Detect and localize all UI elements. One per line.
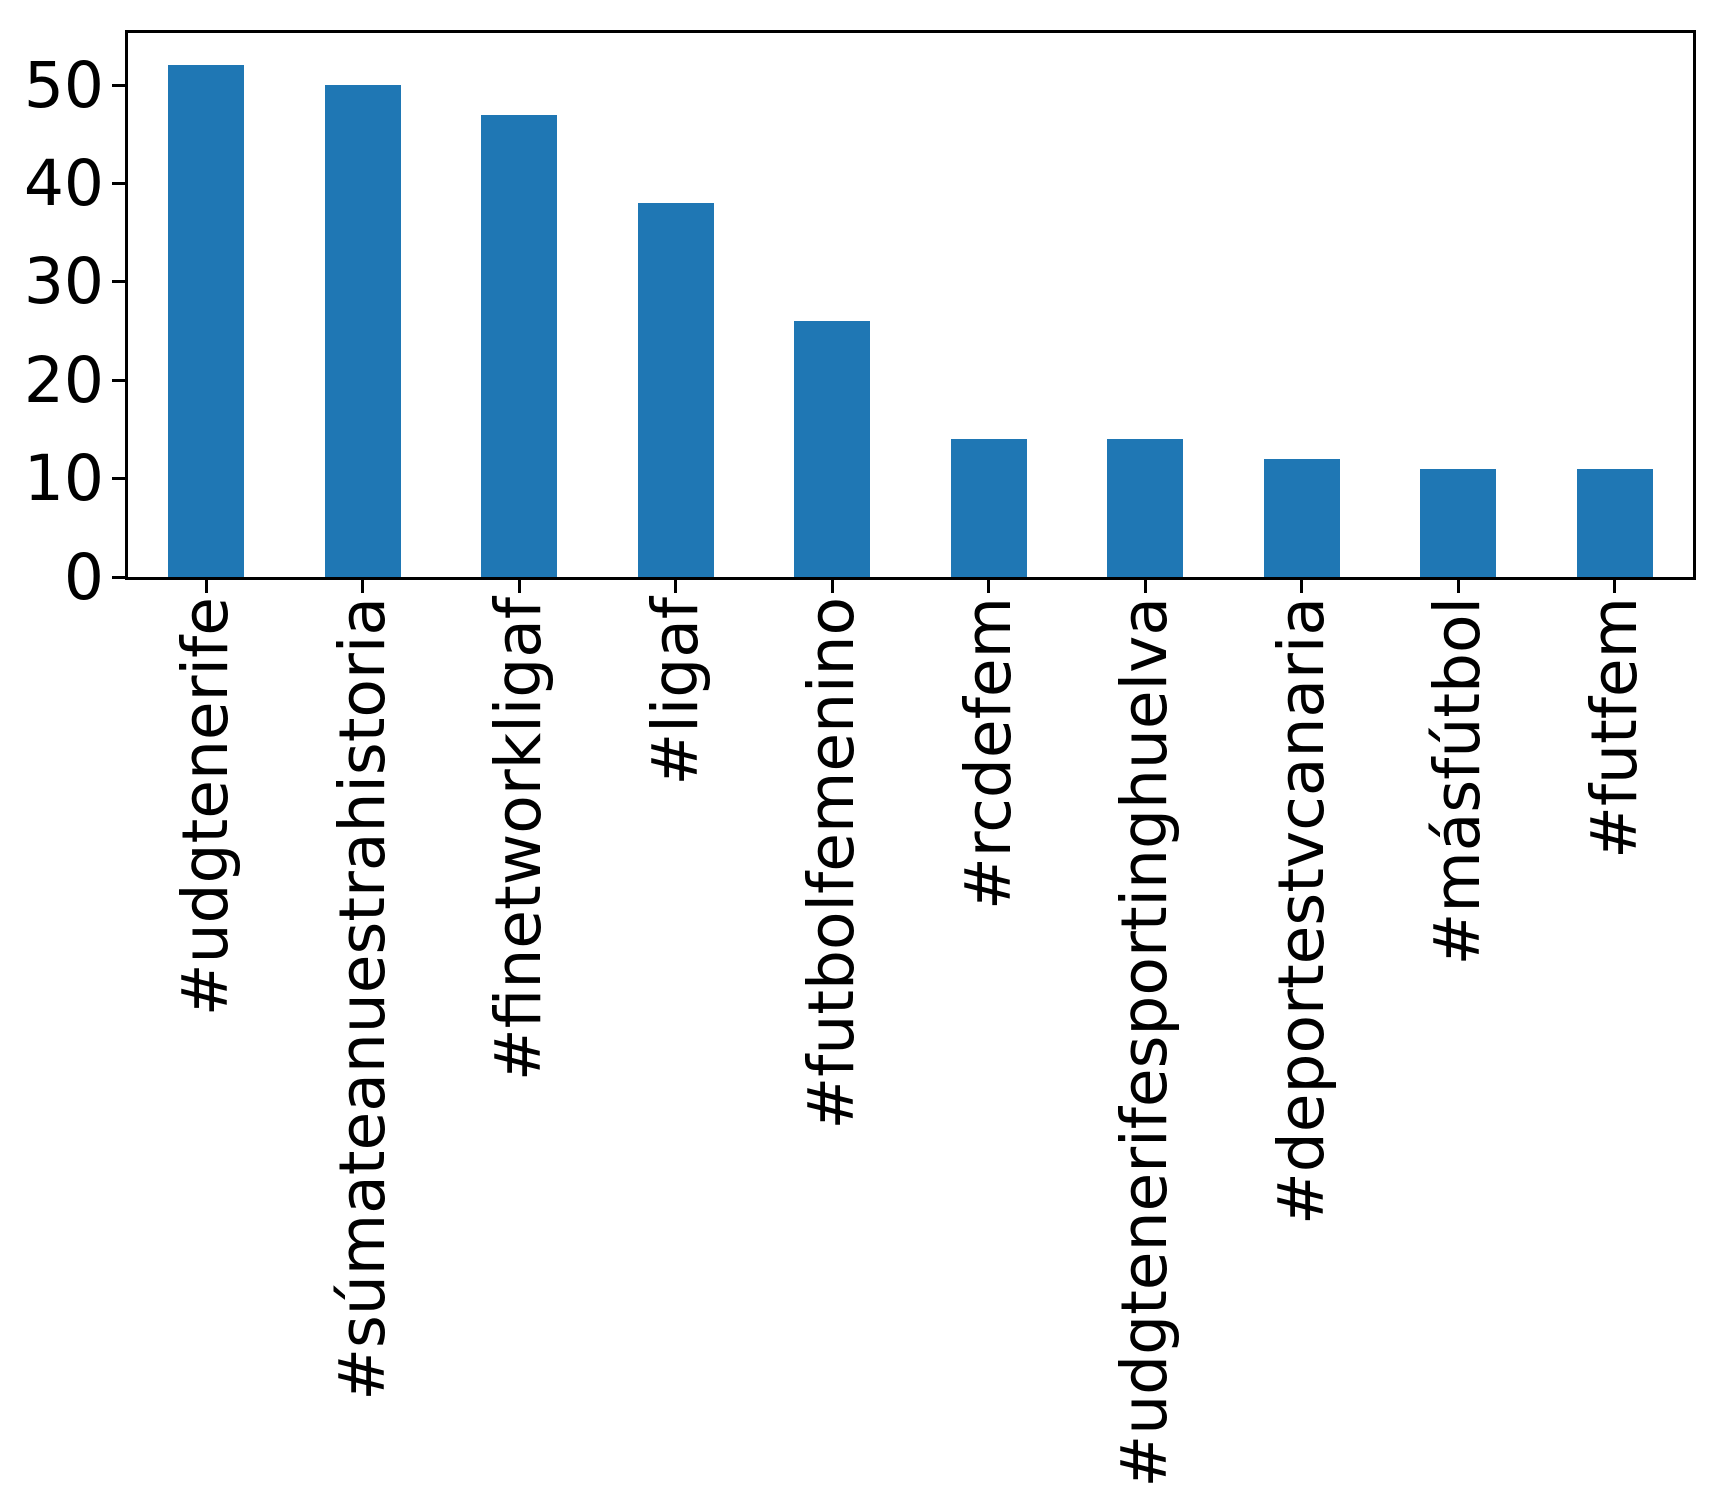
bar-#súmateanuestrahistoria (324, 85, 401, 577)
y-tick-mark (112, 280, 125, 284)
bar-#udgtenerife (168, 65, 245, 577)
y-tick-label: 10 (23, 442, 104, 516)
y-tick-mark (112, 378, 125, 382)
bar-#deportestvcanaria (1263, 458, 1340, 577)
x-tick-label: #másfútbol (1421, 597, 1495, 966)
y-tick-label: 20 (23, 343, 104, 417)
x-tick-label: #udgtenerifesportinghuelva (1108, 597, 1182, 1488)
x-tick-label: #rcdefem (951, 597, 1025, 911)
y-tick-mark (112, 575, 125, 579)
x-tick-mark (517, 580, 521, 593)
y-tick-mark (112, 83, 125, 87)
y-tick-mark (112, 182, 125, 185)
x-tick-mark (1143, 580, 1147, 593)
bar-#futfem (1576, 468, 1653, 577)
bar-#udgtenerifesportinghuelva (1107, 439, 1184, 577)
x-tick-mark (1300, 580, 1304, 593)
y-tick-label: 50 (23, 48, 104, 122)
bar-#finetworkligaf (481, 114, 558, 577)
x-tick-label: #súmateanuestrahistoria (325, 597, 399, 1401)
x-tick-mark (204, 580, 208, 593)
x-tick-label: #udgtenerife (169, 597, 243, 1017)
bar-#ligaf (637, 203, 714, 577)
x-tick-mark (1613, 580, 1617, 593)
x-tick-label: #finetworkligaf (482, 597, 556, 1082)
x-tick-mark (1456, 580, 1460, 593)
x-tick-mark (361, 580, 365, 593)
plot-area (125, 30, 1696, 580)
x-tick-mark (830, 580, 834, 593)
y-tick-label: 0 (63, 540, 104, 614)
x-tick-label: #futfem (1577, 597, 1651, 859)
x-tick-label: #futbolfemenino (795, 597, 869, 1130)
x-tick-mark (674, 580, 678, 593)
x-tick-label: #deportestvcanaria (1264, 597, 1338, 1226)
y-tick-label: 40 (23, 147, 104, 220)
bar-#futbolfemenino (794, 321, 871, 577)
x-tick-label: #ligaf (638, 597, 712, 786)
x-tick-mark (987, 580, 991, 593)
y-tick-mark (112, 477, 125, 481)
y-tick-label: 30 (23, 245, 104, 319)
bar-#másfútbol (1420, 468, 1497, 577)
bar-#rcdefem (950, 439, 1027, 577)
